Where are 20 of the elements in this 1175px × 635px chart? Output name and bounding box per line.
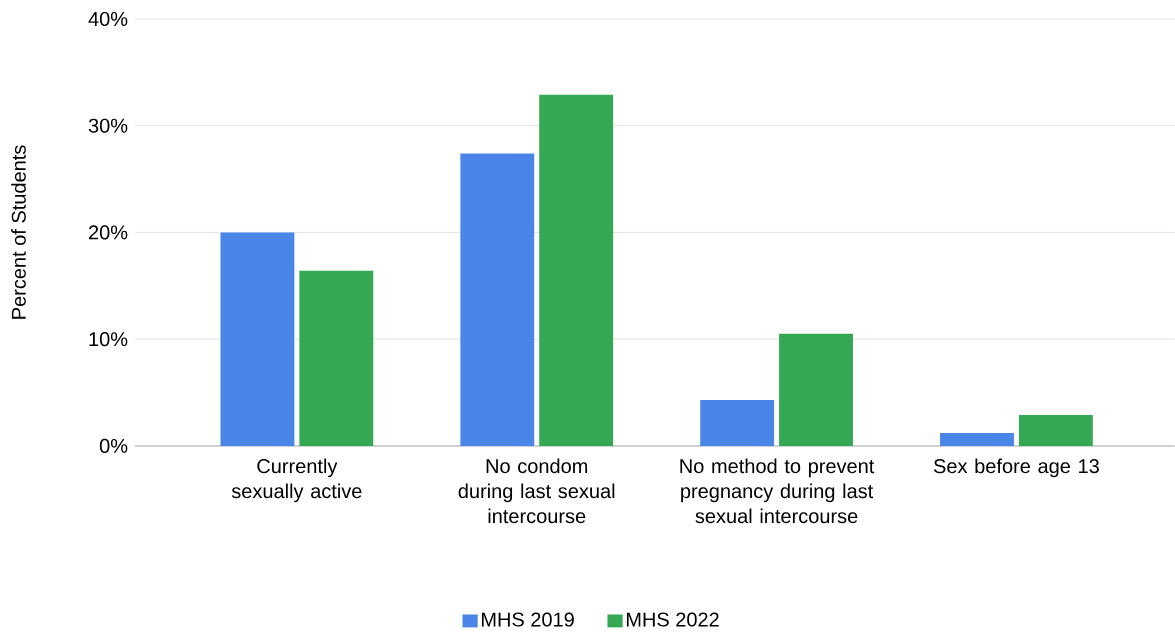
x-tick-label: Sex before age 13 — [933, 458, 1099, 478]
y-axis-title: Percent of Students — [11, 145, 26, 319]
legend-label: MHS 2022 — [626, 612, 719, 627]
bar — [779, 333, 853, 446]
bar — [700, 400, 775, 446]
x-tick-label: Currently sexually active — [231, 458, 362, 503]
y-tick-label: 0% — [99, 438, 128, 454]
bar — [539, 94, 614, 446]
bar — [460, 153, 535, 446]
y-tick-label: 20% — [89, 225, 128, 240]
y-tick-label: 40% — [88, 11, 128, 27]
bar — [940, 433, 1014, 446]
bar — [220, 232, 295, 446]
legend-label: MHS 2019 — [481, 612, 574, 627]
y-tick-label: 10% — [89, 332, 128, 347]
bar — [299, 270, 374, 446]
x-tick-label: No method to prevent pregnancy during last sexual intercourse — [680, 458, 875, 524]
x-tick-label: No condom during last sexual intercourse — [458, 458, 615, 524]
bar — [1018, 415, 1093, 446]
y-tick-label: 30% — [88, 118, 128, 133]
